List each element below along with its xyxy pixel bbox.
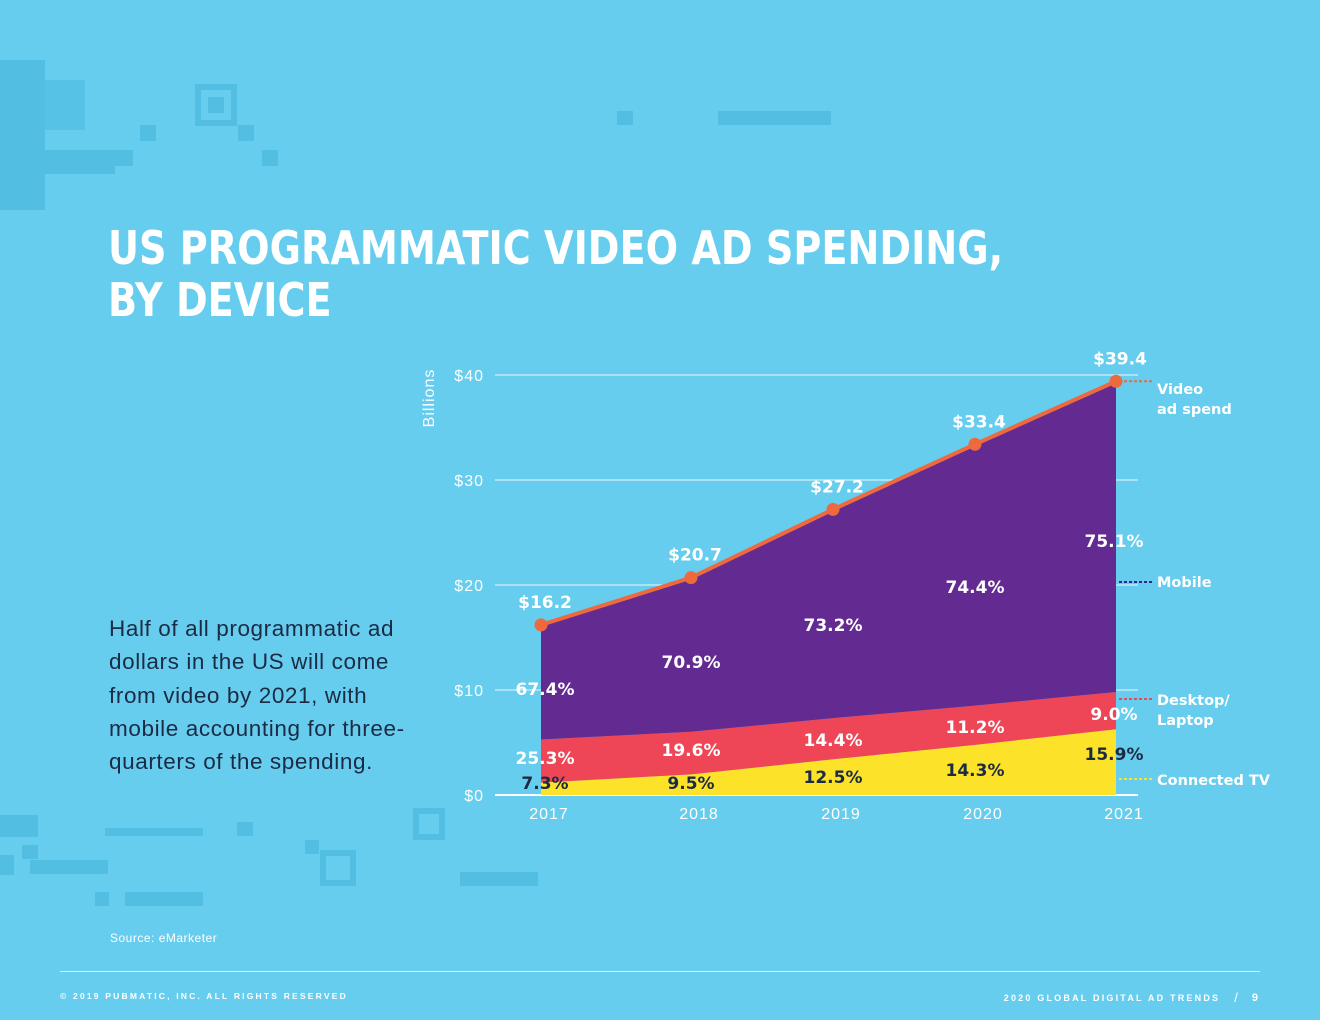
legend-video-ad-spend-line2: ad spend bbox=[1157, 402, 1232, 418]
y-axis-title: Billions bbox=[421, 369, 438, 428]
y-tick-label: $30 bbox=[454, 473, 484, 490]
decor-block bbox=[22, 845, 38, 859]
mobile-share-label: 74.4% bbox=[946, 578, 1005, 598]
decor-square bbox=[413, 808, 445, 840]
total-point bbox=[1109, 374, 1123, 388]
total-point bbox=[684, 571, 698, 585]
total-value-label: $39.4 bbox=[1093, 349, 1147, 369]
decor-block bbox=[0, 815, 38, 837]
copyright: © 2019 PUBMATIC, INC. ALL RIGHTS RESERVE… bbox=[60, 991, 348, 1001]
y-tick-label: $40 bbox=[454, 368, 484, 385]
decor-block bbox=[262, 150, 278, 166]
report-title: 2020 GLOBAL DIGITAL AD TRENDS bbox=[1003, 992, 1221, 1003]
axes: $0 $10 $20 $30 $40 Billions 2017 2018 2019 2020 20… bbox=[421, 368, 1144, 823]
ctv-share-label: 7.3% bbox=[521, 774, 568, 794]
x-tick-label: 2021 bbox=[1104, 806, 1144, 823]
decor-block bbox=[105, 828, 203, 836]
y-tick-label: $0 bbox=[464, 788, 484, 805]
decor-block bbox=[0, 855, 14, 875]
decor-block bbox=[617, 111, 633, 125]
legend-mobile: Mobile bbox=[1157, 575, 1212, 591]
total-point bbox=[826, 502, 840, 516]
total-value-label: $16.2 bbox=[518, 593, 572, 613]
decor-block bbox=[718, 111, 831, 125]
legend-connected-tv: Connected TV bbox=[1157, 773, 1271, 789]
source-note: Source: eMarketer bbox=[110, 931, 218, 945]
page-number: 9 bbox=[1251, 991, 1258, 1004]
total-point bbox=[968, 437, 982, 451]
footer-divider bbox=[60, 971, 1260, 972]
decor-block bbox=[95, 892, 109, 906]
title-line-1: US PROGRAMMATIC VIDEO AD SPENDING, bbox=[108, 221, 1004, 275]
footer-separator: / bbox=[1234, 990, 1238, 1005]
decor-block bbox=[45, 150, 115, 174]
decor-block bbox=[237, 822, 253, 836]
mobile-share-label: 73.2% bbox=[804, 616, 863, 636]
area-mobile bbox=[541, 381, 1116, 740]
area-layers bbox=[534, 374, 1123, 795]
ctv-share-label: 15.9% bbox=[1085, 745, 1144, 765]
area-connected-tv bbox=[541, 729, 1116, 795]
x-tick-label: 2019 bbox=[821, 806, 861, 823]
ctv-share-label: 9.5% bbox=[667, 774, 714, 794]
y-tick-label: $10 bbox=[454, 683, 484, 700]
desktop-share-label: 9.0% bbox=[1090, 705, 1137, 725]
total-point bbox=[534, 618, 548, 632]
decor-block bbox=[140, 125, 156, 141]
area-desktop-laptop bbox=[541, 691, 1116, 783]
decor-block bbox=[208, 97, 224, 113]
decor-block bbox=[30, 860, 108, 874]
total-value-label: $27.2 bbox=[810, 477, 864, 497]
x-tick-label: 2020 bbox=[963, 806, 1003, 823]
legend: Video ad spend Mobile Desktop/Laptop Connect… bbox=[1119, 380, 1271, 789]
desktop-share-label: 19.6% bbox=[662, 741, 721, 761]
decor-block bbox=[115, 150, 133, 166]
x-tick-label: 2017 bbox=[529, 806, 569, 823]
legend-desktop-laptop-line2: Laptop bbox=[1157, 713, 1214, 729]
total-value-label: $33.4 bbox=[952, 412, 1006, 432]
decor-square bbox=[195, 84, 237, 126]
ctv-share-label: 14.3% bbox=[946, 761, 1005, 781]
decor-block bbox=[305, 840, 319, 854]
mobile-share-label: 70.9% bbox=[662, 653, 721, 673]
summary-text: Half of all programmatic ad dollars in t… bbox=[109, 616, 405, 775]
decor-block bbox=[45, 80, 85, 130]
total-value-label: $20.7 bbox=[668, 546, 722, 566]
desktop-share-label: 25.3% bbox=[516, 749, 575, 769]
mobile-share-label: 75.1% bbox=[1085, 532, 1144, 552]
decor-block bbox=[0, 60, 45, 210]
decor-block bbox=[460, 872, 538, 886]
desktop-share-label: 14.4% bbox=[804, 731, 863, 751]
mobile-share-label: 67.4% bbox=[516, 680, 575, 700]
legend-desktop-laptop: Desktop/ bbox=[1157, 693, 1230, 709]
title-line-2: BY DEVICE bbox=[108, 273, 332, 327]
data-labels: $16.2 $20.7 $27.2 $33.4 $39.4 7.3% 9.5% 12.5% 14… bbox=[516, 349, 1148, 794]
y-tick-label: $20 bbox=[454, 578, 484, 595]
footer-report: 2020 GLOBAL DIGITAL AD TRENDS / 9 bbox=[1004, 990, 1258, 1005]
x-tick-label: 2018 bbox=[679, 806, 719, 823]
decor-block bbox=[125, 892, 203, 906]
ctv-share-label: 12.5% bbox=[804, 768, 863, 788]
legend-video-ad-spend: Video bbox=[1157, 382, 1203, 398]
page-title: US PROGRAMMATIC VIDEO AD SPENDING, BY DE… bbox=[108, 222, 1003, 326]
decor-block bbox=[238, 125, 254, 141]
decor-square bbox=[320, 850, 356, 886]
desktop-share-label: 11.2% bbox=[946, 718, 1005, 738]
